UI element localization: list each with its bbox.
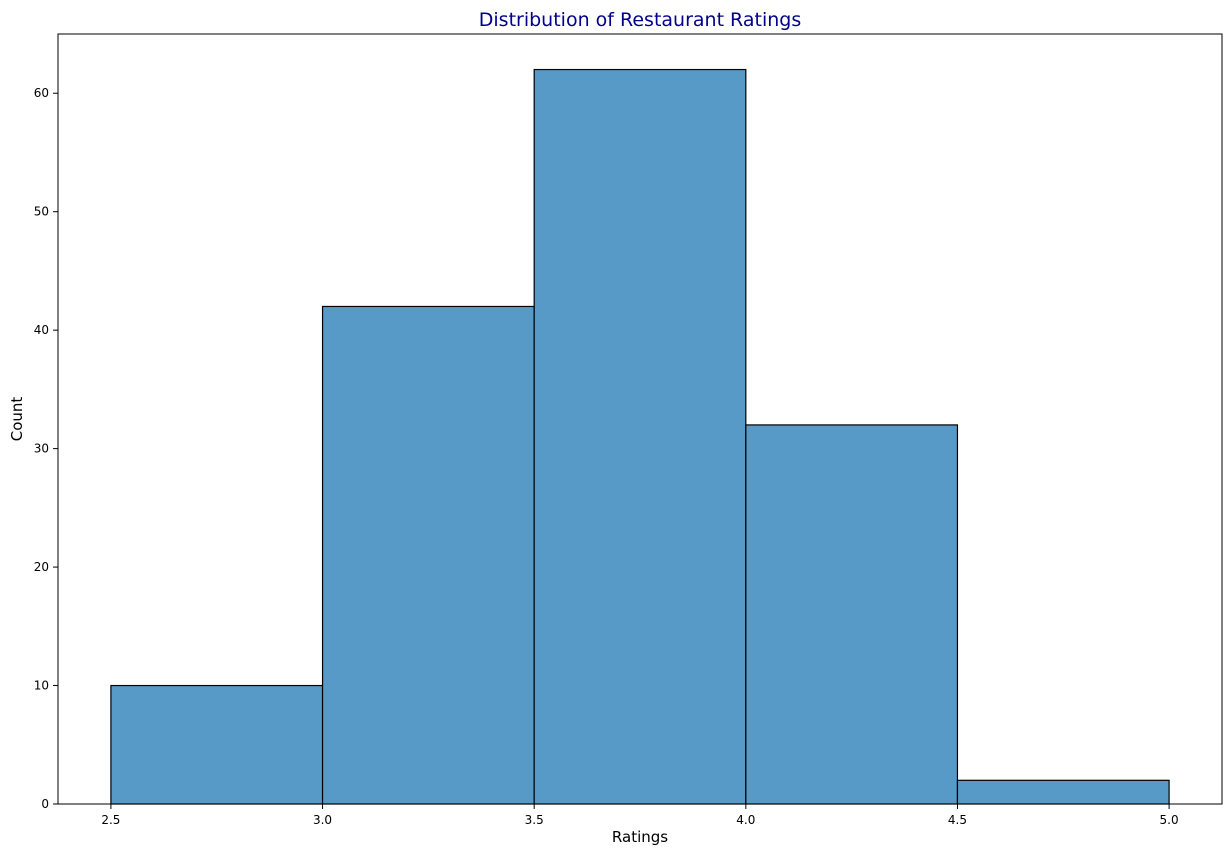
x-tick-label-1: 3.0 bbox=[313, 813, 332, 827]
x-tick-label-4: 4.5 bbox=[948, 813, 967, 827]
histogram-bar-0 bbox=[110, 684, 324, 805]
x-tick-label-2: 3.5 bbox=[525, 813, 544, 827]
x-tick-label-5: 5.0 bbox=[1160, 813, 1179, 827]
y-tick-label-6: 60 bbox=[34, 86, 49, 100]
x-axis-label: Ratings bbox=[612, 828, 668, 846]
x-tick-label-0: 2.5 bbox=[101, 813, 120, 827]
histogram-bar-2 bbox=[533, 68, 747, 805]
y-tick-label-1: 10 bbox=[34, 679, 49, 693]
x-tick-label-3: 4.0 bbox=[736, 813, 755, 827]
y-tick-label-0: 0 bbox=[41, 797, 49, 811]
histogram-bar-4 bbox=[956, 779, 1170, 805]
x-axis-ticks: 2.5 3.0 3.5 4.0 4.5 5.0 bbox=[101, 804, 1179, 827]
plot-frame bbox=[57, 33, 1223, 805]
chart-title: Distribution of Restaurant Ratings bbox=[479, 9, 801, 31]
y-axis-label: Count bbox=[8, 397, 26, 442]
y-tick-label-5: 50 bbox=[34, 205, 49, 219]
y-tick-label-3: 30 bbox=[34, 442, 49, 456]
y-tick-label-4: 40 bbox=[34, 323, 49, 337]
y-axis-ticks: 0 10 20 30 40 50 60 bbox=[34, 86, 58, 811]
histogram-bar-3 bbox=[745, 424, 959, 805]
histogram-bar-1 bbox=[321, 305, 535, 805]
bars-group bbox=[110, 68, 1170, 805]
y-tick-label-2: 20 bbox=[34, 560, 49, 574]
